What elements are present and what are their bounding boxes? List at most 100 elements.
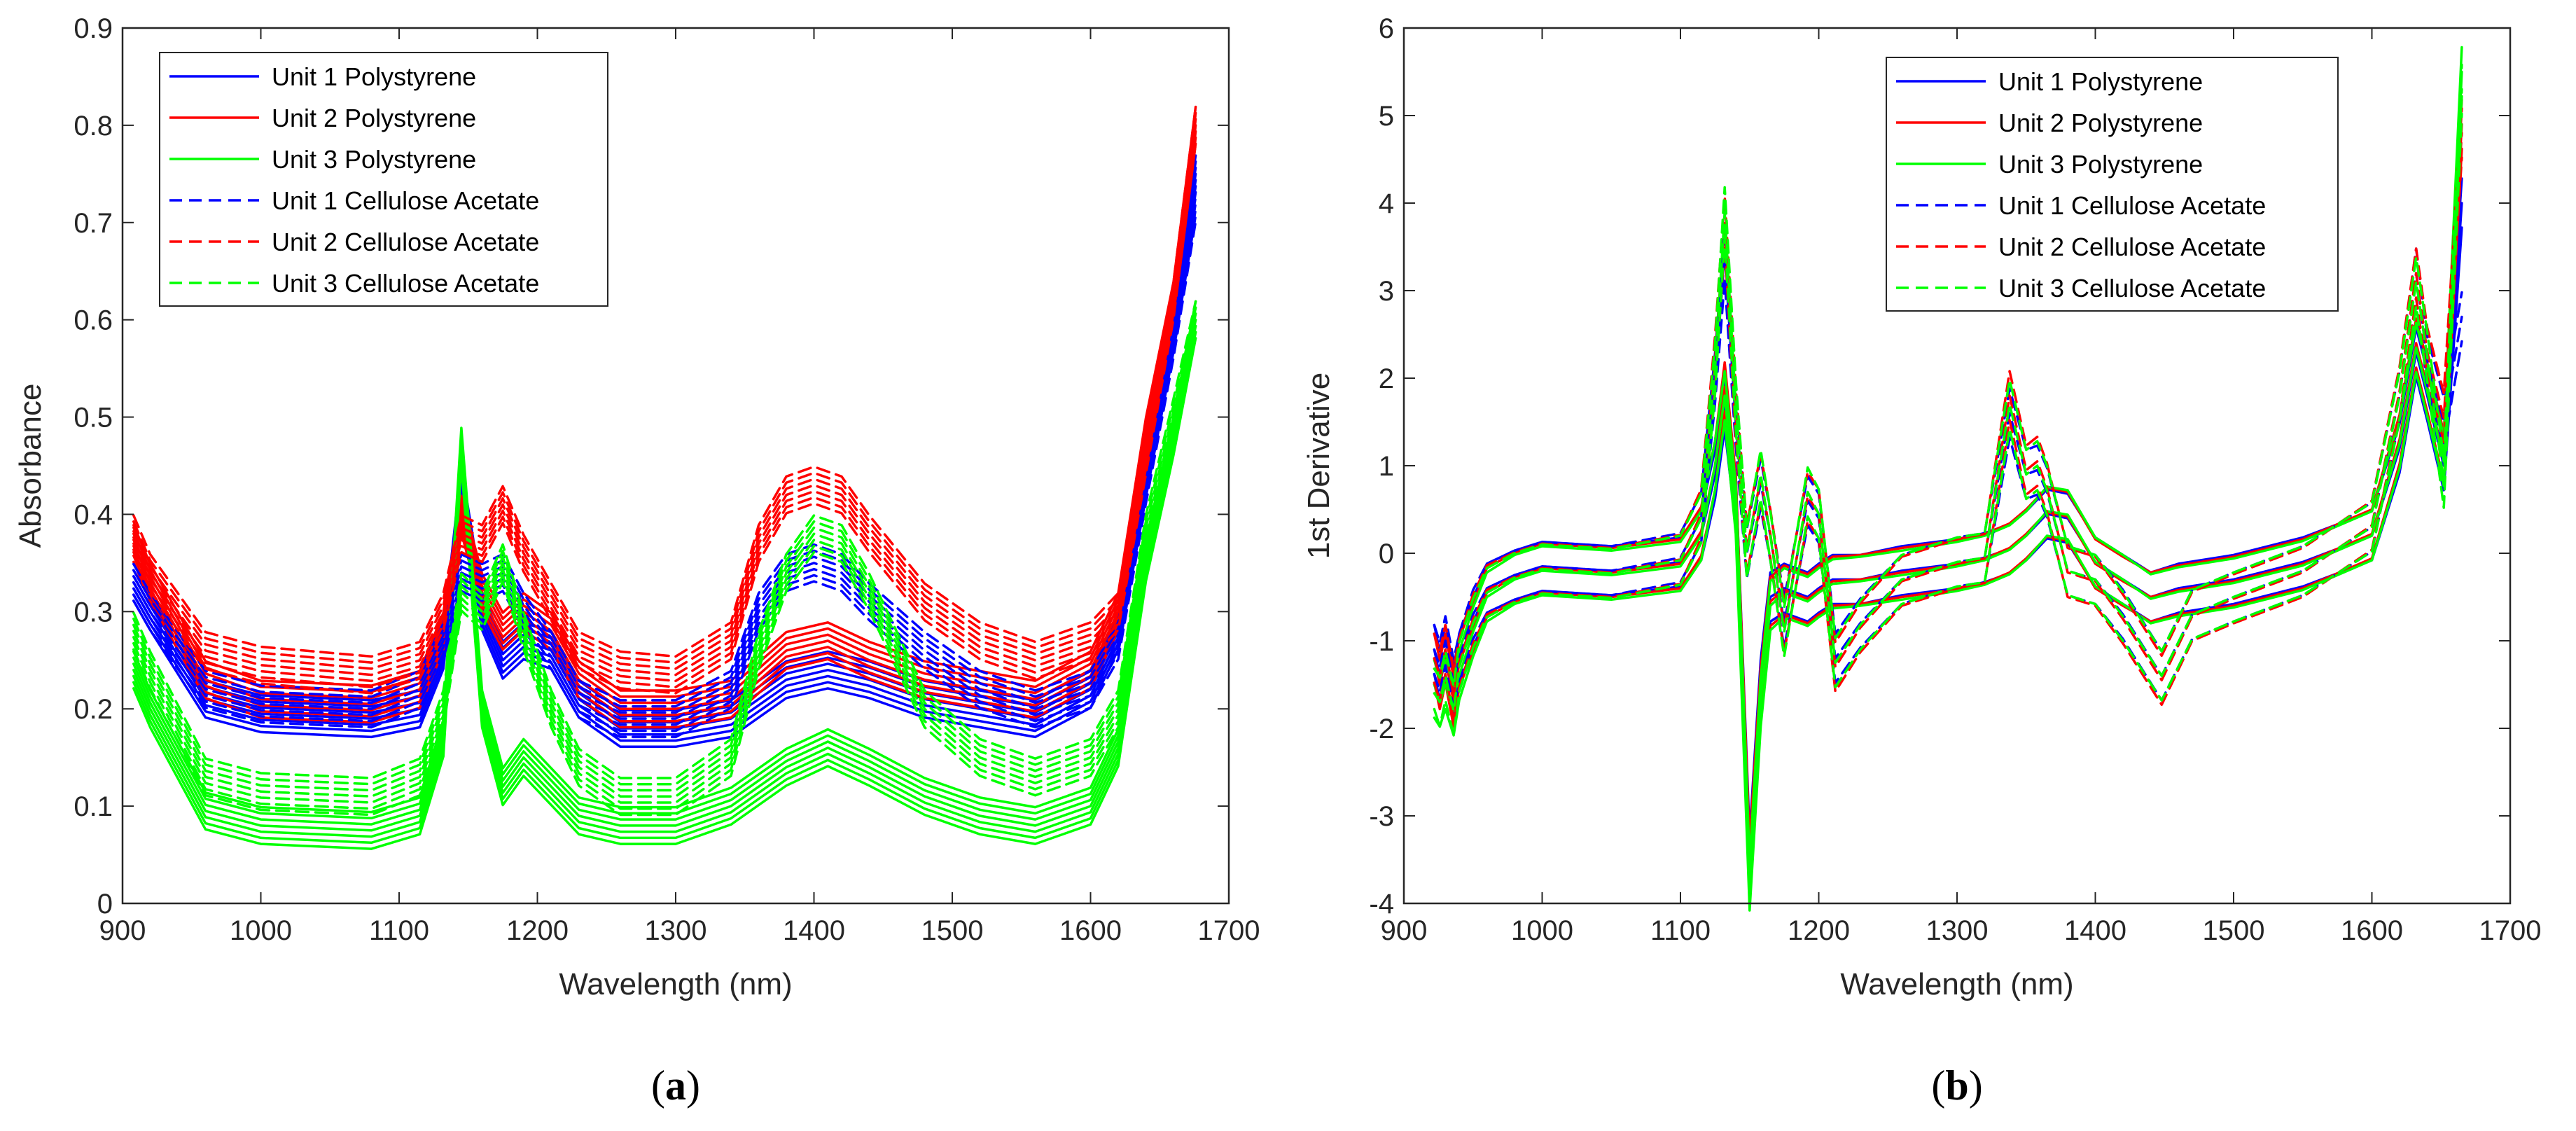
- panel-a-x-tick-label: 1000: [230, 915, 292, 946]
- panel-b-series-layer: [1433, 46, 2463, 912]
- panel-b-y-tick-label: -1: [1369, 626, 1394, 657]
- panel-b-y-tick-label: 0: [1379, 539, 1394, 569]
- panel-a-legend-entry: Unit 3 Polystyrene: [169, 145, 476, 174]
- panel-a-x-tick-label: 900: [99, 915, 146, 946]
- panel-b-series-6: [1433, 63, 2463, 737]
- panel-b-legend-label: Unit 1 Cellulose Acetate: [1998, 191, 2266, 220]
- panel-b-x-tick-label: 900: [1381, 915, 1428, 946]
- panel-b-x-tick-label: 1200: [1788, 915, 1850, 946]
- panel-a-series-3-trace-5: [132, 312, 1197, 826]
- panel-b-x-tick-label: 1500: [2203, 915, 2265, 946]
- panel-b-y-tick-label: 5: [1379, 101, 1394, 132]
- panel-a-series-4-trace-1: [132, 220, 1197, 739]
- panel-a-series-6-trace-5: [132, 312, 1197, 792]
- panel-a-y-tick-label: 0.2: [74, 694, 113, 725]
- panel-a-x-tick-label: 1700: [1198, 915, 1260, 946]
- panel-a-series-layer: [132, 105, 1197, 850]
- panel-a-series-6: [132, 300, 1197, 817]
- panel-a-legend-entry: Unit 1 Polystyrene: [169, 62, 476, 91]
- panel-a-series-5-trace-1: [132, 142, 1197, 695]
- panel-a-caption: (a): [651, 1062, 700, 1109]
- panel-a-series-5: [132, 105, 1197, 695]
- panel-a-series-2: [132, 105, 1197, 729]
- panel-b-chart: 900 1000 1100 1200 1300 1400 1500 1600 1700 -4 -3 -…: [1302, 13, 2541, 1109]
- panel-a-legend-label: Unit 2 Cellulose Acetate: [272, 228, 539, 256]
- panel-a-series-2-trace-1: [132, 142, 1197, 729]
- panel-a-series-2-trace-7: [132, 105, 1197, 692]
- panel-b-y-tick-label: 4: [1379, 188, 1394, 219]
- panel-a-legend-entry: Unit 3 Cellulose Acetate: [169, 269, 539, 298]
- panel-b-legend-entry: Unit 1 Cellulose Acetate: [1896, 191, 2266, 220]
- panel-a-series-2-trace-6: [132, 111, 1197, 698]
- panel-b-series-6-trace-2: [1433, 88, 2463, 712]
- panel-a-y-tick-label: 0.1: [74, 791, 113, 822]
- panel-a-series-2-trace-2: [132, 136, 1197, 723]
- panel-a-y-tick-label: 0.4: [74, 499, 113, 530]
- panel-b-x-tick-label: 1100: [1650, 915, 1711, 946]
- panel-b-y-tick-label: -3: [1369, 801, 1394, 832]
- panel-a-y-tick-label: 0.9: [74, 13, 113, 44]
- panel-b-legend-label: Unit 2 Polystyrene: [1998, 109, 2203, 137]
- panel-a-series-4-trace-7: [132, 183, 1197, 702]
- panel-a-legend: Unit 1 Polystyrene Unit 2 Polystyrene Unit…: [159, 52, 608, 307]
- panel-a-series-3-trace-1: [132, 337, 1197, 850]
- panel-b-ticks: 900 1000 1100 1200 1300 1400 1500 1600 1700 -4 -3 -…: [1369, 13, 2541, 946]
- panel-a-y-tick-label: 0: [97, 889, 113, 920]
- panel-a-series-4-trace-6: [132, 189, 1197, 708]
- panel-b-legend-box: [1886, 57, 2339, 312]
- panel-a-series-6-trace-3: [132, 324, 1197, 804]
- panel-a-series-4-trace-3: [132, 208, 1197, 726]
- panel-b-legend-entry: Unit 2 Polystyrene: [1896, 109, 2203, 137]
- panel-a-series-2-trace-3: [132, 130, 1197, 716]
- panel-a-series-2-trace-5: [132, 118, 1197, 705]
- panel-b-caption: (b): [1931, 1062, 1982, 1109]
- panel-b-x-tick-label: 1700: [2479, 915, 2542, 946]
- panel-b-legend-label: Unit 3 Polystyrene: [1998, 150, 2203, 179]
- panel-b-y-tick-label: 6: [1379, 13, 1394, 44]
- panel-a-y-tick-label: 0.3: [74, 597, 113, 627]
- panel-a-series-5-trace-3: [132, 130, 1197, 683]
- panel-a-y-axis-label: Absorbance: [13, 384, 48, 548]
- panel-a-caption-letter: a: [665, 1062, 686, 1109]
- panel-a-series-1-trace-1: [132, 190, 1197, 749]
- panel-a-legend-label: Unit 1 Cellulose Acetate: [272, 186, 539, 215]
- panel-b-y-tick-label: 3: [1379, 276, 1394, 307]
- panel-a-legend-label: Unit 1 Polystyrene: [272, 62, 476, 91]
- panel-a-x-tick-label: 1500: [921, 915, 984, 946]
- panel-a-series-5-trace-5: [132, 118, 1197, 670]
- panel-a-legend-entry: Unit 2 Cellulose Acetate: [169, 228, 539, 256]
- panel-b-legend-entry: Unit 1 Polystyrene: [1896, 67, 2203, 96]
- panel-b-x-axis-label: Wavelength (nm): [1840, 967, 2073, 1001]
- panel-b-caption-letter: b: [1945, 1062, 1968, 1109]
- panel-a-series-2-trace-4: [132, 124, 1197, 710]
- panel-a-series-4-trace-5: [132, 195, 1197, 714]
- panel-b-series-6-trace-3: [1433, 63, 2463, 688]
- panel-a-legend-label: Unit 3 Polystyrene: [272, 145, 476, 174]
- panel-a-series-5-trace-6: [132, 111, 1197, 664]
- panel-a-legend-label: Unit 3 Cellulose Acetate: [272, 269, 539, 298]
- panel-a-x-tick-label: 1200: [506, 915, 569, 946]
- panel-b-y-tick-label: -2: [1369, 714, 1394, 744]
- panel-a-x-tick-label: 1400: [783, 915, 845, 946]
- panel-a-chart: 900 1000 1100 1200 1300 1400 1500 1600 1700 0 0.1 0…: [13, 13, 1260, 1109]
- panel-b-y-axis-label: 1st Derivative: [1302, 373, 1336, 560]
- panel-a-series-4-trace-2: [132, 214, 1197, 733]
- panel-b-x-tick-label: 1300: [1926, 915, 1989, 946]
- panel-a-series-1-trace-2: [132, 185, 1197, 742]
- panel-a-series-3-trace-2: [132, 331, 1197, 845]
- panel-a-series-5-trace-2: [132, 136, 1197, 688]
- panel-a-series-6-trace-1: [132, 337, 1197, 817]
- panel-b-x-tick-label: 1400: [2064, 915, 2126, 946]
- panel-a-series-5-trace-4: [132, 124, 1197, 676]
- panel-a-series-4-trace-4: [132, 202, 1197, 720]
- panel-a-series-3-trace-3: [132, 324, 1197, 838]
- panel-a-legend-entry: Unit 2 Polystyrene: [169, 104, 476, 132]
- panel-a-x-tick-label: 1100: [369, 915, 429, 946]
- panel-b-legend-entry: Unit 2 Cellulose Acetate: [1896, 233, 2266, 261]
- panel-a-series-3-trace-4: [132, 318, 1197, 832]
- panel-b-legend: Unit 1 Polystyrene Unit 2 Polystyrene Unit…: [1886, 57, 2339, 312]
- panel-a-y-tick-label: 0.5: [74, 403, 113, 433]
- panel-b-y-tick-label: 2: [1379, 363, 1394, 394]
- panel-b-legend-entry: Unit 3 Polystyrene: [1896, 150, 2203, 179]
- panel-b-legend-label: Unit 2 Cellulose Acetate: [1998, 233, 2266, 261]
